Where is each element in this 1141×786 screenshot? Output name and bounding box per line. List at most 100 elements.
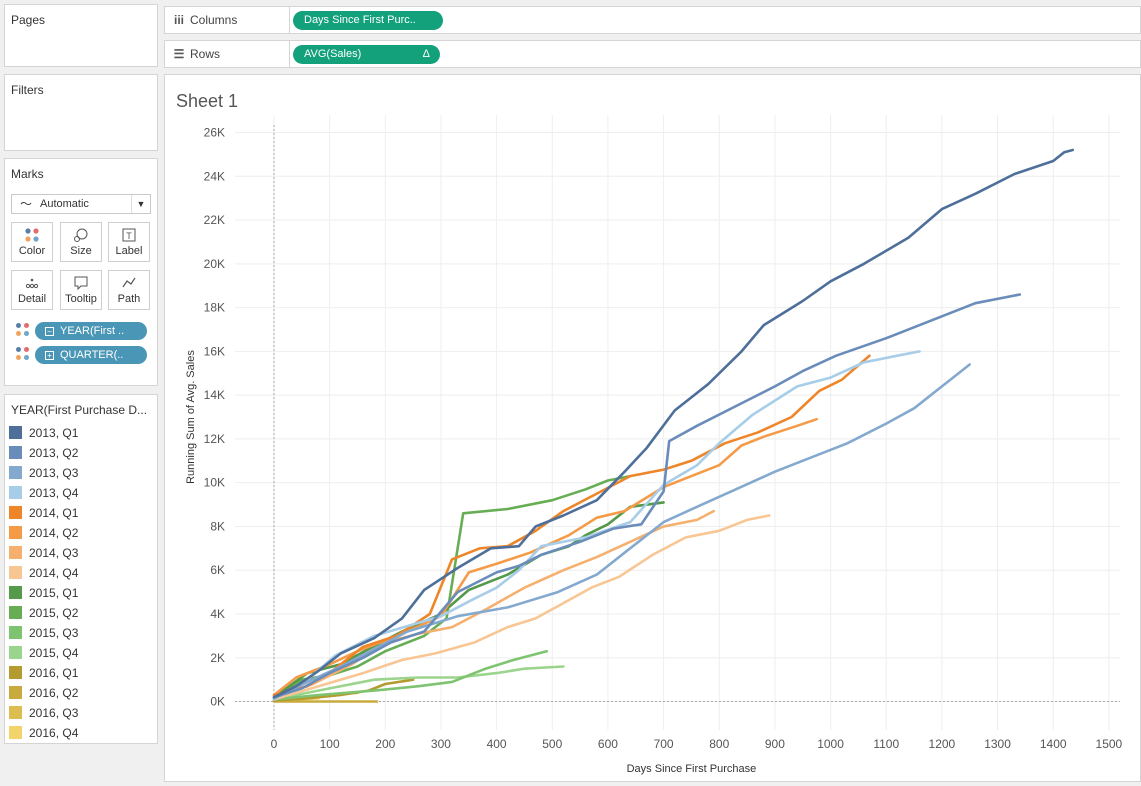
detail-button[interactable]: Detail bbox=[11, 270, 53, 310]
y-tick-label: 20K bbox=[204, 257, 225, 271]
x-axis-label: Days Since First Purchase bbox=[627, 763, 757, 775]
y-tick-label: 16K bbox=[204, 344, 225, 358]
series-line bbox=[272, 350, 921, 701]
legend-label: 2015, Q2 bbox=[29, 606, 79, 620]
size-button[interactable]: Size bbox=[60, 222, 102, 262]
legend-item[interactable]: 2016, Q2 bbox=[9, 683, 78, 703]
legend-label: 2016, Q4 bbox=[29, 726, 79, 740]
legend-swatch bbox=[9, 466, 22, 479]
rows-pill-label: AVG(Sales) bbox=[304, 48, 362, 60]
legend-item[interactable]: 2013, Q2 bbox=[9, 443, 78, 463]
legend-swatch bbox=[9, 546, 22, 559]
tooltip-button-label: Tooltip bbox=[65, 293, 97, 305]
collapse-icon[interactable]: − bbox=[45, 327, 54, 336]
legend-swatch bbox=[9, 586, 22, 599]
legend-title: YEAR(First Purchase D... bbox=[11, 403, 148, 417]
label-button[interactable]: T Label bbox=[108, 222, 150, 262]
legend-label: 2013, Q3 bbox=[29, 466, 79, 480]
columns-label-text: Columns bbox=[190, 13, 238, 27]
legend-item[interactable]: 2016, Q4 bbox=[9, 723, 78, 743]
path-button[interactable]: Path bbox=[108, 270, 150, 310]
label-icon: T bbox=[109, 223, 149, 245]
x-tick-label: 300 bbox=[431, 737, 451, 751]
color-dots-icon bbox=[12, 223, 52, 245]
legend-item[interactable]: 2016, Q1 bbox=[9, 663, 78, 683]
filters-panel-title: Filters bbox=[11, 83, 44, 97]
year-color-pill[interactable]: − YEAR(First .. bbox=[35, 322, 147, 340]
series-line bbox=[272, 649, 549, 701]
quarter-color-pill[interactable]: + QUARTER(.. bbox=[35, 346, 147, 364]
x-tick-label: 600 bbox=[598, 737, 618, 751]
rows-shelf[interactable]: ☰ Rows AVG(Sales) Δ bbox=[164, 40, 1141, 68]
detail-icon bbox=[12, 271, 52, 293]
rows-pill[interactable]: AVG(Sales) Δ bbox=[293, 45, 440, 64]
rows-icon: ☰ bbox=[173, 47, 185, 61]
series-line bbox=[272, 514, 771, 701]
y-tick-label: 12K bbox=[204, 432, 225, 446]
label-button-label: Label bbox=[115, 245, 143, 257]
color-legend-panel: YEAR(First Purchase D... 2013, Q1 2013, Q… bbox=[4, 394, 158, 744]
chevron-down-icon[interactable]: ▼ bbox=[131, 195, 150, 213]
y-tick-label: 14K bbox=[204, 388, 225, 402]
mark-type-dropdown[interactable]: 〜 Automatic ▼ bbox=[11, 194, 151, 214]
y-tick-label: 24K bbox=[204, 169, 225, 183]
y-tick-label: 18K bbox=[204, 301, 225, 315]
legend-swatch bbox=[9, 686, 22, 699]
legend-item[interactable]: 2016, Q3 bbox=[9, 703, 78, 723]
line-chart[interactable]: 0 100 200 300 400 500 600 700 800 900 1000 1100 1200… bbox=[165, 75, 1140, 781]
legend-label: 2013, Q2 bbox=[29, 446, 79, 460]
legend-swatch bbox=[9, 666, 22, 679]
legend-swatch bbox=[9, 606, 22, 619]
columns-shelf-label: iii Columns bbox=[172, 13, 237, 27]
color-button[interactable]: Color bbox=[11, 222, 53, 262]
x-tick-label: 400 bbox=[487, 737, 507, 751]
shelf-divider bbox=[289, 7, 290, 33]
rows-shelf-label: ☰ Rows bbox=[172, 47, 220, 61]
legend-swatch bbox=[9, 486, 22, 499]
columns-pill[interactable]: Days Since First Purc.. bbox=[293, 11, 443, 30]
legend-label: 2014, Q3 bbox=[29, 546, 79, 560]
legend-item[interactable]: 2015, Q2 bbox=[9, 603, 78, 623]
legend-swatch bbox=[9, 726, 22, 739]
x-tick-label: 0 bbox=[271, 737, 278, 751]
y-tick-label: 22K bbox=[204, 213, 225, 227]
legend-label: 2013, Q4 bbox=[29, 486, 79, 500]
size-icon bbox=[61, 223, 101, 245]
sheet-area: Sheet 1 0 100 200 300 400 500 600 700 800 900 1000… bbox=[164, 74, 1141, 782]
legend-swatch bbox=[9, 526, 22, 539]
legend-item[interactable]: 2015, Q4 bbox=[9, 643, 78, 663]
series-line bbox=[272, 354, 871, 697]
pages-panel: Pages bbox=[4, 4, 158, 67]
legend-item[interactable]: 2014, Q3 bbox=[9, 543, 78, 563]
line-mark-icon: 〜 bbox=[20, 197, 33, 211]
legend-item[interactable]: 2014, Q2 bbox=[9, 523, 78, 543]
marks-panel-title: Marks bbox=[11, 167, 44, 181]
detail-button-label: Detail bbox=[17, 293, 47, 305]
legend-item[interactable]: 2013, Q4 bbox=[9, 483, 78, 503]
legend-item[interactable]: 2015, Q1 bbox=[9, 583, 78, 603]
columns-icon: iii bbox=[173, 13, 184, 27]
series-line bbox=[272, 148, 1075, 699]
x-tick-label: 1100 bbox=[873, 737, 899, 751]
series-line bbox=[272, 363, 972, 700]
legend-swatch bbox=[9, 706, 22, 719]
tooltip-button[interactable]: Tooltip bbox=[60, 270, 102, 310]
legend-label: 2015, Q4 bbox=[29, 646, 79, 660]
columns-shelf[interactable]: iii Columns Days Since First Purc.. bbox=[164, 6, 1141, 34]
filters-panel[interactable]: Filters bbox=[4, 74, 158, 151]
legend-item[interactable]: 2013, Q3 bbox=[9, 463, 78, 483]
legend-item[interactable]: 2015, Q3 bbox=[9, 623, 78, 643]
y-axis-label: Running Sum of Avg. Sales bbox=[185, 350, 197, 484]
legend-item[interactable]: 2013, Q1 bbox=[9, 423, 78, 443]
x-tick-label: 100 bbox=[320, 737, 340, 751]
x-tick-label: 1000 bbox=[817, 737, 844, 751]
y-tick-label: 2K bbox=[210, 651, 225, 665]
x-tick-label: 1300 bbox=[984, 737, 1011, 751]
legend-item[interactable]: 2014, Q1 bbox=[9, 503, 78, 523]
mark-type-value: Automatic bbox=[40, 198, 89, 210]
x-tick-label: 900 bbox=[765, 737, 785, 751]
svg-text:T: T bbox=[126, 231, 132, 241]
size-button-label: Size bbox=[70, 245, 92, 257]
expand-icon[interactable]: + bbox=[45, 351, 54, 360]
legend-item[interactable]: 2014, Q4 bbox=[9, 563, 78, 583]
